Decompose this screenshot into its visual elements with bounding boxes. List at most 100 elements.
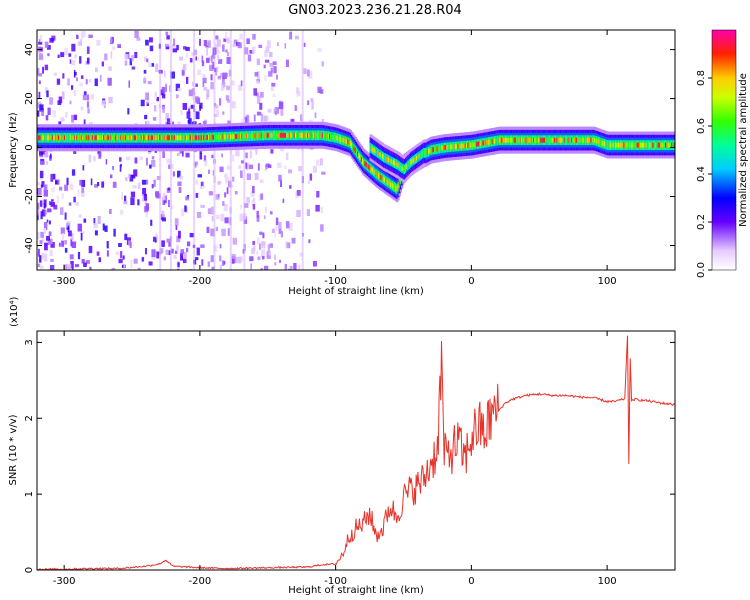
spectral-trace xyxy=(114,135,117,141)
noise-speckle xyxy=(299,252,303,257)
noise-speckle xyxy=(225,177,230,184)
noise-speckle xyxy=(306,209,310,216)
spectral-trace xyxy=(181,135,184,141)
spectral-trace xyxy=(308,132,311,138)
noise-speckle xyxy=(58,121,62,126)
noise-speckle xyxy=(288,169,292,174)
spectral-trace xyxy=(209,135,212,140)
spectral-trace xyxy=(134,135,137,141)
noise-speckle xyxy=(106,250,109,257)
spectral-trace xyxy=(192,135,195,141)
noise-speckle xyxy=(170,248,174,254)
spectral-trace xyxy=(610,142,613,148)
spectral-trace xyxy=(239,133,242,139)
spectral-trace xyxy=(122,135,125,141)
noise-speckle xyxy=(80,106,84,111)
noise-speckle xyxy=(191,52,194,57)
noise-speckle xyxy=(224,217,229,224)
noise-speckle xyxy=(253,114,256,122)
spectral-trace xyxy=(105,135,108,141)
spectral-trace xyxy=(507,137,510,143)
x-tick-label: 0 xyxy=(468,276,474,287)
noise-speckle xyxy=(272,61,277,65)
noise-speckle xyxy=(291,237,296,244)
spectral-trace xyxy=(40,135,43,141)
spectral-trace xyxy=(387,180,390,186)
noise-speckle xyxy=(180,249,184,254)
x-tick-label: -300 xyxy=(53,576,76,587)
noise-speckle xyxy=(108,97,113,104)
snr-panel: -300 -200 -100 0 100 0 1 2 3 Height of straight … xyxy=(8,296,676,596)
noise-speckle xyxy=(50,173,54,182)
spectral-trace xyxy=(391,182,394,188)
noise-speckle xyxy=(47,107,51,115)
noise-speckle xyxy=(145,92,149,101)
spectral-trace xyxy=(281,132,284,138)
noise-speckle xyxy=(110,51,113,59)
noise-speckle xyxy=(51,187,55,193)
spectral-trace xyxy=(625,142,629,148)
spectral-trace xyxy=(537,137,541,143)
noise-speckle xyxy=(128,80,130,88)
spectral-trace xyxy=(592,137,596,143)
noise-speckle xyxy=(256,251,259,256)
noise-speckle xyxy=(81,259,85,264)
noise-speckle xyxy=(149,164,152,169)
spectral-trace-secondary xyxy=(390,158,393,164)
spectral-trace xyxy=(442,145,445,151)
noise-speckle xyxy=(37,212,39,221)
noise-speckle xyxy=(232,176,235,182)
spectral-trace xyxy=(563,137,566,143)
noise-speckle xyxy=(204,160,208,167)
spectral-trace xyxy=(440,145,443,151)
spectral-trace xyxy=(623,142,626,148)
noise-speckle xyxy=(188,89,193,97)
spectral-trace xyxy=(311,132,315,138)
spectral-trace xyxy=(496,138,499,143)
spectral-trace xyxy=(438,146,442,151)
noise-speckle xyxy=(168,242,172,247)
noise-speckle xyxy=(136,37,141,41)
spectral-trace xyxy=(37,135,40,141)
noise-speckle xyxy=(75,202,79,206)
noise-speckle xyxy=(88,245,93,254)
noise-speckle xyxy=(254,172,259,180)
noise-speckle xyxy=(208,191,213,196)
y-tick-label: 2 xyxy=(24,415,35,421)
spectral-trace xyxy=(92,135,95,141)
noise-speckle xyxy=(74,264,80,268)
x-tick-label: -100 xyxy=(324,576,347,587)
noise-speckle xyxy=(215,35,219,40)
noise-speckle xyxy=(207,261,210,267)
spectral-trace xyxy=(382,176,385,182)
noise-speckle xyxy=(296,209,301,218)
noise-speckle xyxy=(175,83,180,91)
noise-speckle xyxy=(294,105,297,111)
spectral-trace xyxy=(497,137,500,143)
spectral-trace xyxy=(66,135,69,141)
spectral-trace-secondary xyxy=(380,153,383,158)
noise-speckle xyxy=(273,66,277,74)
noise-speckle xyxy=(124,53,129,60)
spectral-trace xyxy=(657,142,660,148)
spectral-trace xyxy=(489,139,492,145)
spectral-trace xyxy=(475,141,478,147)
spectral-trace xyxy=(336,135,339,141)
noise-speckle xyxy=(177,87,182,92)
spectral-trace xyxy=(520,137,523,143)
noise-speckle xyxy=(124,195,127,203)
spectral-trace xyxy=(643,142,646,148)
noise-speckle xyxy=(216,214,220,220)
spectral-trace xyxy=(304,132,307,138)
noise-speckle xyxy=(137,267,141,270)
spectral-trace xyxy=(347,139,350,145)
spectral-trace xyxy=(526,137,530,143)
noise-speckle xyxy=(195,111,200,120)
spectral-trace xyxy=(545,137,548,143)
noise-speckle xyxy=(246,197,250,204)
noise-speckle xyxy=(255,151,258,155)
spectral-trace xyxy=(338,136,341,142)
spectral-trace xyxy=(184,135,187,141)
noise-speckle xyxy=(303,68,307,74)
noise-speckle xyxy=(268,251,271,256)
